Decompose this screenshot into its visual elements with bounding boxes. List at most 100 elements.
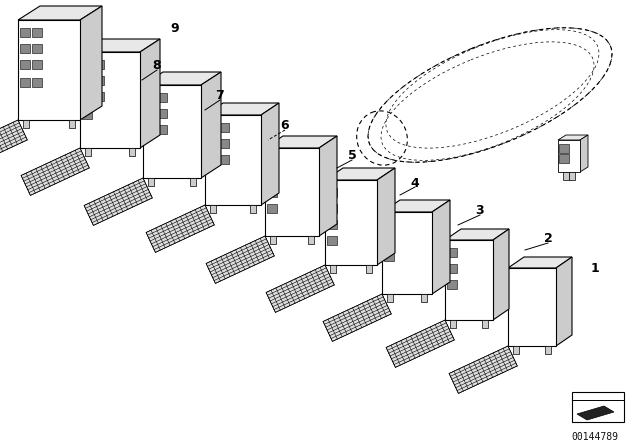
Polygon shape [327, 204, 337, 213]
Polygon shape [327, 188, 337, 197]
Polygon shape [482, 320, 488, 328]
Polygon shape [82, 60, 92, 69]
Polygon shape [267, 204, 277, 213]
Polygon shape [18, 6, 102, 20]
Polygon shape [421, 294, 427, 302]
Polygon shape [545, 346, 551, 354]
Polygon shape [513, 346, 519, 354]
Polygon shape [190, 178, 196, 186]
Polygon shape [145, 93, 155, 102]
Polygon shape [250, 205, 256, 213]
Polygon shape [261, 103, 279, 205]
Polygon shape [325, 168, 395, 180]
Text: 9: 9 [171, 22, 179, 34]
Polygon shape [94, 60, 104, 69]
Polygon shape [270, 236, 276, 244]
Polygon shape [80, 6, 102, 120]
Polygon shape [157, 109, 167, 118]
Polygon shape [493, 229, 509, 320]
Polygon shape [267, 156, 277, 165]
Polygon shape [80, 52, 140, 148]
Polygon shape [563, 172, 569, 180]
Text: 2: 2 [543, 232, 552, 245]
Polygon shape [219, 123, 229, 132]
Polygon shape [69, 120, 75, 128]
Polygon shape [447, 248, 457, 257]
Polygon shape [129, 148, 135, 156]
Polygon shape [266, 265, 334, 312]
Polygon shape [558, 135, 588, 140]
Polygon shape [206, 236, 275, 284]
Polygon shape [569, 172, 575, 180]
Text: 4: 4 [411, 177, 419, 190]
Polygon shape [85, 148, 91, 156]
Polygon shape [577, 406, 614, 420]
Polygon shape [32, 60, 42, 69]
Text: 1: 1 [591, 262, 600, 275]
Polygon shape [18, 20, 80, 120]
Bar [572, 392, 624, 422]
Polygon shape [219, 139, 229, 148]
Polygon shape [445, 240, 493, 320]
Polygon shape [450, 320, 456, 328]
Polygon shape [20, 44, 30, 53]
Polygon shape [20, 28, 30, 37]
Polygon shape [205, 115, 261, 205]
Polygon shape [308, 236, 314, 244]
Polygon shape [143, 85, 201, 178]
Polygon shape [323, 294, 391, 341]
Polygon shape [80, 39, 160, 52]
Polygon shape [382, 212, 432, 294]
Polygon shape [140, 39, 160, 148]
Text: 8: 8 [153, 59, 161, 72]
Polygon shape [330, 265, 336, 273]
Polygon shape [201, 72, 221, 178]
Polygon shape [82, 92, 92, 101]
Polygon shape [94, 92, 104, 101]
Polygon shape [207, 123, 217, 132]
Text: 7: 7 [216, 89, 225, 102]
Polygon shape [219, 155, 229, 164]
Text: 5: 5 [348, 148, 356, 161]
Polygon shape [20, 60, 30, 69]
Polygon shape [558, 140, 580, 172]
Polygon shape [559, 144, 569, 153]
Polygon shape [157, 93, 167, 102]
Polygon shape [84, 178, 152, 225]
Polygon shape [327, 220, 337, 229]
Polygon shape [157, 125, 167, 134]
Polygon shape [82, 110, 92, 119]
Polygon shape [580, 135, 588, 172]
Polygon shape [366, 265, 372, 273]
Polygon shape [445, 229, 509, 240]
Polygon shape [265, 136, 337, 148]
Polygon shape [0, 120, 28, 168]
Text: 6: 6 [281, 119, 289, 132]
Polygon shape [327, 236, 337, 245]
Polygon shape [145, 109, 155, 118]
Polygon shape [32, 78, 42, 87]
Polygon shape [267, 188, 277, 197]
Polygon shape [384, 252, 394, 261]
Polygon shape [32, 28, 42, 37]
Polygon shape [145, 125, 155, 134]
Polygon shape [146, 205, 214, 252]
Polygon shape [325, 180, 377, 265]
Polygon shape [21, 148, 90, 195]
Polygon shape [447, 264, 457, 273]
Text: 00144789: 00144789 [572, 432, 618, 442]
Polygon shape [94, 76, 104, 85]
Polygon shape [265, 148, 319, 236]
Polygon shape [210, 205, 216, 213]
Polygon shape [32, 44, 42, 53]
Polygon shape [205, 103, 279, 115]
Polygon shape [207, 139, 217, 148]
Polygon shape [82, 76, 92, 85]
Polygon shape [432, 200, 450, 294]
Polygon shape [386, 320, 454, 367]
Polygon shape [148, 178, 154, 186]
Polygon shape [508, 257, 572, 268]
Polygon shape [447, 280, 457, 289]
Polygon shape [20, 78, 30, 87]
Polygon shape [23, 120, 29, 128]
